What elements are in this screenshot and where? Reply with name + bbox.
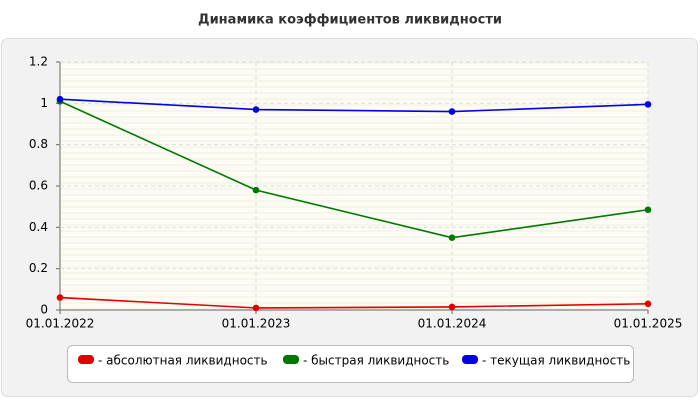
data-point <box>252 304 260 312</box>
legend-label: - абсолютная ликвидность <box>98 354 268 368</box>
y-tick-label: 0.6 <box>29 179 48 193</box>
y-tick-label: 0.8 <box>29 137 48 151</box>
data-point <box>448 234 456 241</box>
data-point <box>644 101 652 108</box>
legend-marker <box>462 355 478 364</box>
y-tick-label: 0 <box>40 303 48 317</box>
legend-label: - быстрая ликвидность <box>303 354 449 368</box>
legend-label: - текущая ликвидность <box>482 354 630 368</box>
data-point <box>56 95 64 103</box>
series-line <box>59 98 649 113</box>
x-tick-label: 01.01.2024 <box>418 317 487 331</box>
data-point <box>252 106 260 113</box>
data-point <box>448 303 456 311</box>
x-tick-label: 01.01.2023 <box>222 317 291 331</box>
series-line <box>59 100 649 239</box>
y-tick-label: 0.2 <box>29 261 48 275</box>
x-tick-label: 01.01.2025 <box>614 317 683 331</box>
legend-marker <box>78 355 94 364</box>
y-tick-label: 1 <box>40 96 48 110</box>
y-tick-label: 1.2 <box>29 55 48 69</box>
data-point <box>56 294 64 301</box>
data-point <box>252 186 260 194</box>
data-point <box>644 300 652 308</box>
series-line <box>59 296 649 309</box>
y-tick-label: 0.4 <box>29 220 48 234</box>
data-point <box>448 108 456 115</box>
data-point <box>644 206 652 214</box>
legend-marker <box>283 355 299 364</box>
x-tick-label: 01.01.2022 <box>26 317 95 331</box>
legend <box>67 345 634 383</box>
chart-title: Динамика коэффициентов ликвидности <box>198 13 502 28</box>
